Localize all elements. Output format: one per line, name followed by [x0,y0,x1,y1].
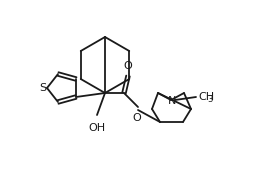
Text: 3: 3 [207,95,212,104]
Text: O: O [124,61,132,71]
Text: S: S [39,83,47,93]
Text: O: O [133,113,141,123]
Text: N: N [168,96,176,106]
Text: OH: OH [88,123,106,133]
Text: CH: CH [198,92,214,102]
